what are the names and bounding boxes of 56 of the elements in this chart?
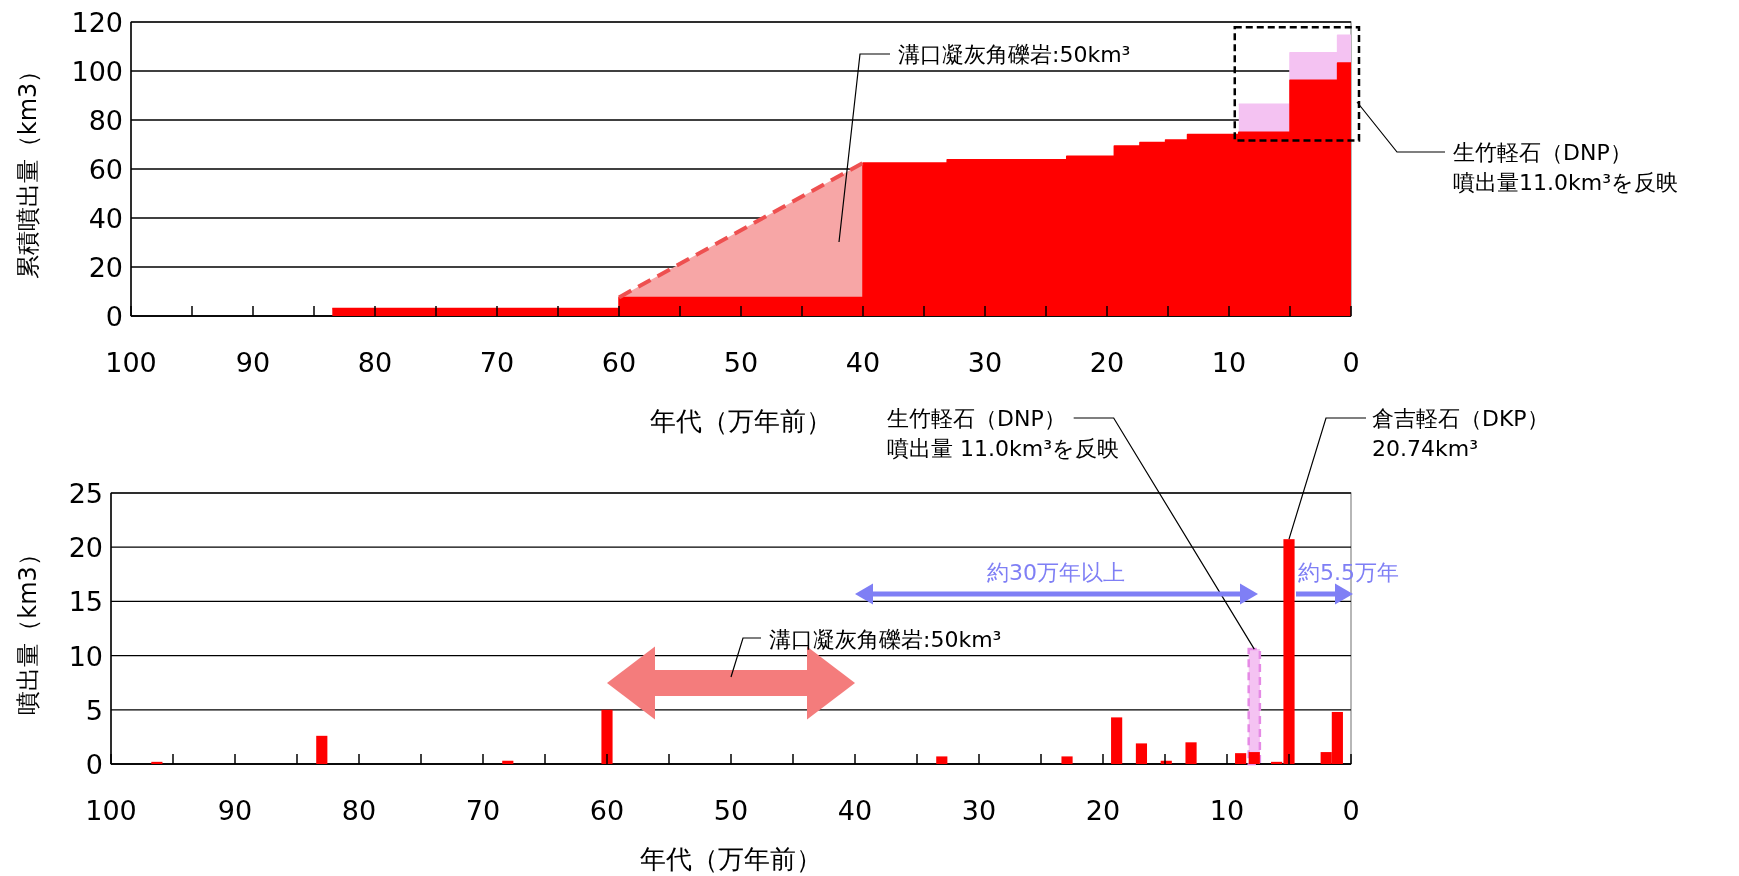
y-tick-label: 60 [88, 154, 123, 185]
bar [316, 735, 328, 764]
y-tick-label: 40 [88, 203, 123, 234]
bar [936, 756, 948, 764]
x-tick-label: 50 [723, 347, 759, 378]
text: 噴出量11.0km³を反映 [1453, 170, 1678, 195]
x-tick-label: 30 [967, 347, 1003, 378]
annotation: 生竹軽石（DNP） [887, 406, 1066, 431]
y-tick-label: 20 [88, 252, 123, 283]
y-tick-label: 100 [71, 56, 123, 87]
annotation: 溝口凝灰角礫岩:50km³ [769, 627, 1002, 652]
y-tick-label: 25 [68, 478, 103, 509]
bar [1135, 743, 1148, 764]
bar [502, 760, 514, 764]
x-tick-label: 40 [837, 795, 873, 826]
y-tick-label: 15 [68, 586, 103, 618]
x-tick-label: 80 [357, 347, 393, 378]
text: 噴出量 11.0km³を反映 [887, 436, 1119, 461]
y-tick-label: 80 [88, 105, 123, 136]
y-tick-label: 0 [105, 301, 123, 332]
bar [1235, 753, 1247, 764]
y-tick-label: 5 [85, 694, 103, 726]
x-tick-label: 10 [1209, 795, 1245, 826]
y-tick-label: 10 [68, 640, 103, 672]
x-tick-label: 30 [961, 795, 997, 826]
text: 生竹軽石（DNP） [1453, 140, 1632, 165]
x-tick-label: 70 [465, 795, 501, 826]
x-tick-label: 70 [479, 347, 515, 378]
x-tick-label: 60 [589, 795, 625, 826]
annotation: 約30万年以上 [987, 560, 1125, 585]
x-tick-label: 0 [1342, 795, 1360, 826]
x-tick-label: 50 [713, 795, 749, 826]
x-tick-label: 90 [217, 795, 253, 826]
x-tick-label: 80 [341, 795, 377, 826]
x-tick-label: 90 [235, 347, 271, 378]
x-tick-label: 60 [601, 347, 637, 378]
annotation: 倉吉軽石（DKP） [1372, 406, 1549, 431]
text: 20.74km³ [1372, 436, 1478, 461]
x-tick-label: 40 [845, 347, 881, 378]
bar [601, 709, 613, 764]
x-axis-title: 年代（万年前） [650, 406, 832, 436]
bar [1061, 756, 1073, 764]
x-tick-label: 0 [1342, 347, 1360, 378]
y-tick-label: 120 [71, 7, 123, 38]
bar [1185, 742, 1197, 764]
y-tick-label: 0 [85, 749, 103, 780]
x-tick-label: 20 [1089, 347, 1125, 378]
bar [151, 761, 163, 764]
annotation: 溝口凝灰角礫岩:50km³ [898, 42, 1131, 67]
x-tick-label: 10 [1211, 347, 1247, 378]
x-axis-title: 年代（万年前） [640, 844, 822, 874]
bar [1111, 717, 1123, 764]
y-axis-title: 噴出量（km3） [14, 542, 42, 715]
x-tick-label: 20 [1085, 795, 1121, 826]
y-axis-title: 累積噴出量（km3） [14, 58, 42, 280]
y-tick-label: 20 [68, 532, 103, 564]
